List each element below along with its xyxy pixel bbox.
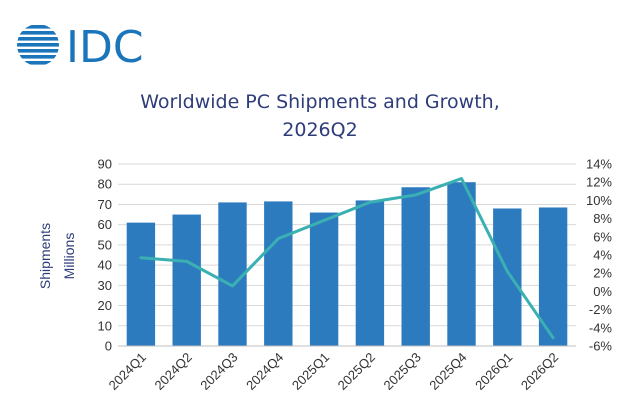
y-tick-label: 80 [98,177,112,192]
y-tick-label: 60 [98,217,112,232]
x-tick-label: 2026Q1 [472,350,515,393]
bar [309,212,339,346]
x-tick-label: 2024Q2 [151,350,194,393]
y2-tick-label: -6% [589,339,613,354]
chart-title: Worldwide PC Shipments and Growth, [140,91,500,113]
bar-series [126,182,568,346]
y-tick-label: 70 [98,197,112,212]
bar [126,222,156,346]
y2-tick-label: 8% [593,211,612,226]
bar [447,182,476,346]
globe-stripe [17,37,59,41]
globe-icon [17,25,59,65]
x-tick-label: 2025Q2 [335,350,378,393]
globe-stripe [17,55,59,59]
idc-logo: IDC [17,22,144,70]
y-axis-label-line2: Millions [61,233,77,280]
y2-tick-label: 6% [593,229,612,244]
y2-tick-label: -4% [589,320,613,335]
x-axis: 2024Q1 2024Q2 2024Q3 2024Q4 2025Q1 2025Q2 2025… [106,345,576,393]
y2-tick-label: 0% [593,284,612,299]
bar [264,201,293,346]
globe-stripe [17,61,59,65]
y-tick-label: 50 [98,237,112,252]
y-tick-label: 30 [98,278,112,293]
y2-tick-label: 10% [586,193,612,208]
bar [401,187,430,346]
y-tick-label: 0 [105,339,112,354]
x-tick-label: 2024Q3 [197,350,240,393]
y-axis-label-line1: Shipments [37,223,53,289]
globe-stripe [17,43,59,47]
globe-stripe [17,49,59,53]
growth-line [139,177,555,340]
x-tick-label: 2024Q1 [106,350,149,393]
y-tick-label: 20 [98,298,112,313]
growth-line-series [139,177,555,340]
bar [172,214,201,346]
x-tick-label: 2025Q4 [426,350,469,393]
y2-tick-label: 14% [586,157,612,172]
globe-stripe [17,31,59,35]
y-tick-label: 90 [98,157,112,172]
chart-subtitle: 2026Q2 [282,119,358,141]
y2-tick-label: 2% [593,266,612,281]
globe-stripe [17,25,59,29]
y-axis-right: -6% -4% -2% 0% 2% 4% 6% 8% 10% 12% 14% [586,157,612,354]
x-tick-label: 2025Q3 [381,350,424,393]
logo-text: IDC [66,22,144,70]
y-tick-label: 40 [98,258,112,273]
y-axis-label: Shipments Millions [37,223,77,289]
x-tick-label: 2025Q1 [289,350,332,393]
bar [493,208,522,346]
y2-tick-label: 4% [593,248,612,263]
x-tick-label: 2024Q4 [243,350,286,393]
y2-tick-label: 12% [586,175,612,190]
bar [355,200,385,346]
x-tick-label: 2026Q2 [518,350,561,393]
chart-title-block: Worldwide PC Shipments and Growth, 2026Q… [0,88,640,144]
y-tick-label: 10 [98,318,112,333]
y-axis-left: 0 10 20 30 40 50 60 70 80 90 [98,157,112,354]
y2-tick-label: -2% [589,302,613,317]
